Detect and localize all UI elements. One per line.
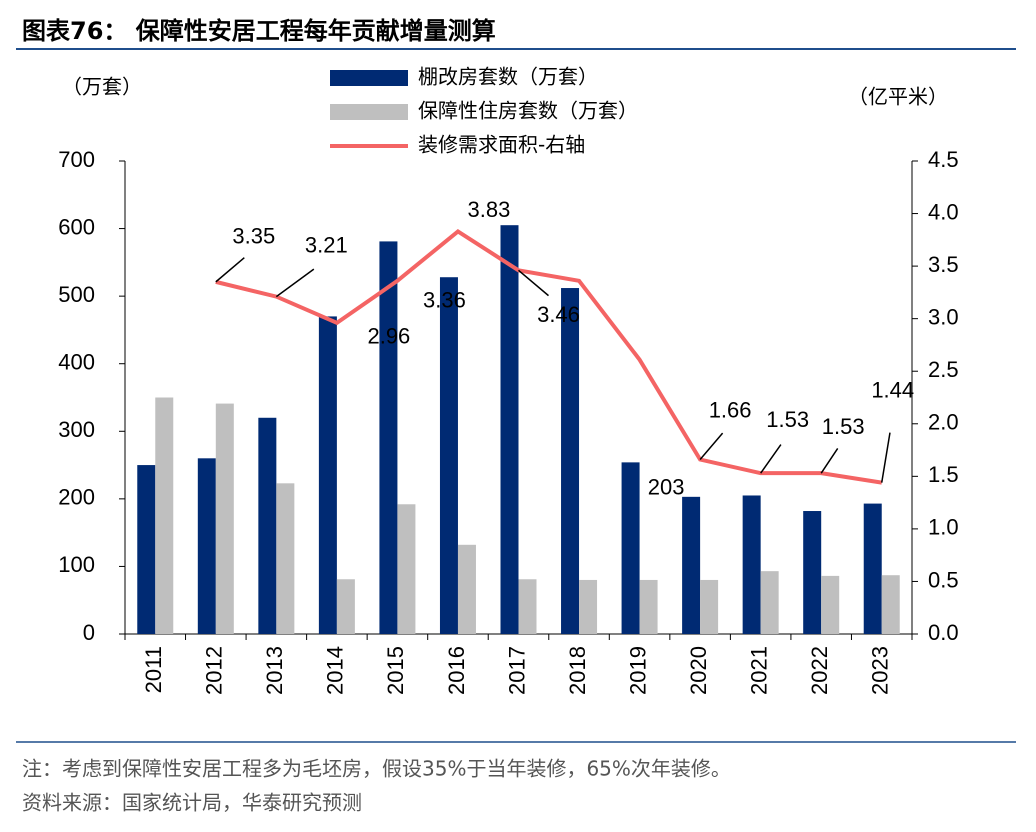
x-tick-label: 2023 bbox=[868, 646, 893, 695]
bar bbox=[518, 579, 537, 634]
y2-tick-label: 1.0 bbox=[928, 515, 959, 540]
leader-line bbox=[699, 432, 724, 461]
y2-tick-label: 3.0 bbox=[928, 304, 959, 329]
bar bbox=[379, 241, 398, 634]
data-label: 3.21 bbox=[305, 232, 348, 257]
bar bbox=[397, 504, 416, 634]
data-label: 1.53 bbox=[766, 407, 809, 432]
bar bbox=[318, 316, 337, 634]
data-label: 1.66 bbox=[709, 397, 752, 422]
x-tick-label: 2018 bbox=[565, 646, 590, 695]
y2-tick-label: 3.5 bbox=[928, 252, 959, 277]
x-tick-label: 2017 bbox=[504, 646, 529, 695]
x-tick-label: 2016 bbox=[444, 646, 469, 695]
bar bbox=[457, 544, 476, 634]
y-tick-label: 300 bbox=[58, 417, 95, 442]
y-tick-label: 600 bbox=[58, 214, 95, 239]
bar bbox=[155, 397, 174, 634]
y2-tick-label: 0.5 bbox=[928, 567, 959, 592]
y2-tick-label: 4.0 bbox=[928, 199, 959, 224]
bar bbox=[803, 511, 822, 634]
legend-label: 保障性住房套数（万套） bbox=[418, 99, 638, 123]
bar bbox=[760, 571, 779, 634]
data-label: 2.96 bbox=[367, 324, 410, 349]
bar bbox=[700, 579, 719, 634]
chart-title: 图表76： 保障性安居工程每年贡献增量测算 bbox=[22, 17, 496, 45]
data-label: 3.46 bbox=[537, 302, 580, 327]
bar bbox=[639, 579, 658, 634]
y2-axis-label: （亿平米） bbox=[848, 85, 948, 109]
bar bbox=[561, 288, 580, 634]
note: 注：考虑到保障性安居工程多为毛坯房，假设35%于当年装修，65%次年装修。 bbox=[22, 757, 731, 781]
leader-line bbox=[215, 257, 245, 283]
legend-swatch bbox=[330, 70, 408, 86]
x-tick-label: 2014 bbox=[323, 646, 348, 695]
leader-line bbox=[880, 432, 891, 483]
bar bbox=[579, 579, 598, 634]
x-tick-label: 2022 bbox=[807, 646, 832, 695]
x-tick-label: 2021 bbox=[746, 646, 771, 695]
y2-tick-label: 0.0 bbox=[928, 620, 959, 645]
source: 资料来源：国家统计局，华泰研究预测 bbox=[22, 791, 362, 815]
bar bbox=[137, 465, 156, 634]
bar bbox=[821, 575, 840, 634]
bar bbox=[258, 417, 277, 634]
data-label: 3.35 bbox=[232, 224, 275, 249]
y2-tick-label: 4.5 bbox=[928, 147, 959, 172]
y2-tick-label: 1.5 bbox=[928, 462, 959, 487]
x-tick-label: 2015 bbox=[383, 646, 408, 695]
y2-tick-label: 2.0 bbox=[928, 410, 959, 435]
y-tick-label: 100 bbox=[58, 552, 95, 577]
y-tick-label: 700 bbox=[58, 147, 95, 172]
x-tick-label: 2019 bbox=[625, 646, 650, 695]
data-label: 1.53 bbox=[822, 414, 865, 439]
legend-swatch bbox=[330, 104, 408, 120]
y-axis-label: （万套） bbox=[62, 75, 142, 99]
bar bbox=[621, 462, 640, 634]
bar bbox=[742, 495, 761, 634]
data-label: 203 bbox=[648, 475, 685, 500]
bar bbox=[197, 458, 216, 634]
x-tick-label: 2013 bbox=[262, 646, 287, 695]
bar bbox=[863, 503, 882, 634]
legend-label: 棚改房套数（万套） bbox=[418, 65, 598, 89]
y-tick-label: 0 bbox=[83, 620, 95, 645]
bar bbox=[500, 225, 519, 634]
leader-line bbox=[820, 448, 839, 474]
leader-line bbox=[518, 269, 549, 297]
y-tick-label: 400 bbox=[58, 350, 95, 375]
bar bbox=[276, 483, 295, 634]
data-label: 3.36 bbox=[423, 288, 466, 313]
bar bbox=[881, 575, 900, 634]
y-tick-label: 200 bbox=[58, 485, 95, 510]
leader-line bbox=[275, 268, 315, 298]
line-series bbox=[215, 228, 883, 485]
y-tick-label: 500 bbox=[58, 282, 95, 307]
leader-line bbox=[760, 444, 782, 474]
legend-label: 装修需求面积-右轴 bbox=[418, 133, 585, 157]
y2-tick-label: 2.5 bbox=[928, 357, 959, 382]
data-label: 1.44 bbox=[871, 377, 914, 402]
bar bbox=[682, 496, 701, 634]
data-label: 3.83 bbox=[468, 197, 511, 222]
x-tick-label: 2012 bbox=[202, 646, 227, 695]
bar bbox=[336, 579, 355, 634]
x-tick-label: 2011 bbox=[141, 646, 166, 693]
bar bbox=[215, 403, 234, 634]
x-tick-label: 2020 bbox=[686, 646, 711, 695]
bar bbox=[439, 277, 458, 634]
